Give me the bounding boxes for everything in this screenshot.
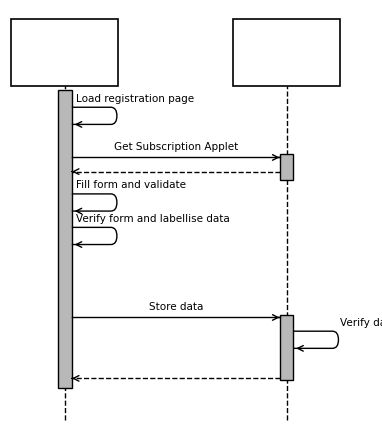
- Bar: [11, 19, 118, 86]
- Text: Load registration page: Load registration page: [76, 94, 194, 104]
- Bar: [233, 19, 340, 86]
- Text: User: User: [50, 46, 80, 59]
- Bar: [280, 154, 293, 180]
- Text: Secure
Storage
Service: Secure Storage Service: [261, 31, 312, 74]
- Text: Store data: Store data: [149, 302, 203, 312]
- Text: Verify data integrity: Verify data integrity: [340, 318, 382, 328]
- Text: Get Subscription Applet: Get Subscription Applet: [113, 142, 238, 152]
- Bar: [58, 90, 72, 388]
- Text: Verify form and labellise data: Verify form and labellise data: [76, 214, 229, 224]
- Bar: [280, 315, 293, 380]
- Text: Fill form and validate: Fill form and validate: [76, 181, 186, 190]
